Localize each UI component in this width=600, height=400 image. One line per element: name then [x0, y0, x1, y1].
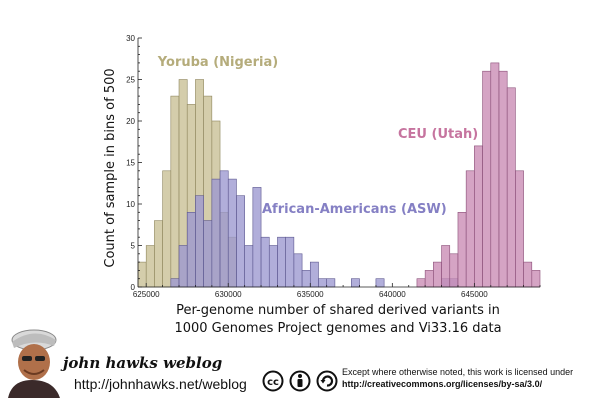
- bar-series-2-bin-10: [498, 70, 508, 288]
- cc-icon: cc: [262, 370, 284, 392]
- bar-series-1-bin-8: [236, 195, 245, 288]
- histogram-chart: 0 5 10 15 20 25 30 625000 630000 635000 640000 6450…: [103, 34, 541, 318]
- bar-series-1-bin-9: [244, 245, 254, 288]
- y-tick-label-1: 5: [131, 242, 136, 251]
- bar-series-2-bin-5: [457, 212, 467, 288]
- x-axis-label-line-2-wrap: 1000 Genomes Project genomes and Vi33.16…: [174, 321, 501, 336]
- bar-series-1-bin-6: [219, 170, 229, 288]
- y-tick-label-3: 15: [126, 159, 135, 168]
- bar-series-0-bin-1: [145, 245, 155, 288]
- blog-title: john hawks weblog: [63, 354, 223, 372]
- bar-series-1-bin-15: [293, 253, 303, 288]
- bar-series-2-bin-9: [490, 62, 500, 288]
- bar-series-1-bin-21: [375, 278, 385, 288]
- bar-series-2-bin-0: [416, 278, 426, 288]
- series-label-1: African-Americans (ASW): [262, 202, 447, 217]
- bar-series-2-bin-3: [441, 245, 451, 288]
- x-tick-label-0: 625000: [133, 290, 160, 299]
- bar-series-1-bin-14: [285, 236, 295, 288]
- series-labels-layer: Yoruba (Nigeria) African-Americans (ASW) C…: [157, 55, 478, 217]
- bar-series-2-bin-2: [433, 261, 442, 288]
- bar-series-2-bin-12: [515, 170, 524, 288]
- bar-series-1-bin-18: [318, 278, 327, 288]
- bar-series-1-bin-17: [309, 261, 319, 288]
- y-tick-label-5: 25: [126, 76, 135, 85]
- bar-series-0-bin-0: [137, 261, 147, 288]
- bar-series-1-bin-16: [301, 270, 311, 288]
- share-alike-icon: [316, 370, 338, 392]
- bar-series-2-bin-4: [449, 253, 459, 288]
- bar-series-1-bin-11: [260, 236, 270, 288]
- y-tick-label-6: 30: [126, 34, 135, 43]
- bar-series-0-bin-3: [162, 170, 172, 288]
- bar-series-2-bin-6: [465, 170, 475, 288]
- bar-series-2-bin-1: [424, 270, 434, 288]
- bar-series-2-bin-13: [523, 261, 533, 288]
- bars-layer: [137, 62, 541, 288]
- creative-commons-icons: cc: [262, 370, 338, 392]
- bar-series-1-bin-20: [351, 278, 360, 288]
- bar-series-1-bin-7: [227, 178, 237, 288]
- bar-series-1-bin-10: [252, 187, 262, 288]
- y-tick-label-0: 0: [131, 283, 136, 292]
- license-line: Except where otherwise noted, this work …: [342, 367, 574, 377]
- series-label-2: CEU (Utah): [398, 127, 478, 142]
- x-tick-label-2: 635000: [297, 290, 324, 299]
- footer: john hawks weblog http://johnhawks.net/w…: [0, 318, 600, 400]
- y-tick-label-2: 10: [126, 200, 135, 209]
- x-axis-label-line-2: 1000 Genomes Project genomes and Vi33.16…: [174, 321, 501, 336]
- bar-series-0-bin-2: [154, 220, 163, 288]
- x-tick-label-4: 645000: [461, 290, 488, 299]
- bar-series-2-bin-11: [506, 87, 516, 288]
- y-axis-label: Count of sample in bins of 500: [103, 68, 118, 267]
- svg-text:cc: cc: [267, 377, 279, 388]
- bar-series-2-bin-8: [482, 70, 492, 288]
- blog-url-link[interactable]: http://johnhawks.net/weblog: [74, 376, 247, 392]
- series-label-0: Yoruba (Nigeria): [157, 55, 278, 70]
- bar-series-1-bin-4: [203, 220, 213, 288]
- x-axis-label-line-1: Per-genome number of shared derived vari…: [176, 303, 500, 318]
- author-avatar: [8, 329, 60, 398]
- attribution-icon: [289, 370, 311, 392]
- bar-series-2-bin-14: [531, 270, 541, 288]
- x-tick-label-1: 630000: [215, 290, 242, 299]
- axes-layer: 0 5 10 15 20 25 30 625000 630000 635000 640000 6450…: [126, 34, 541, 299]
- bar-series-1-bin-19: [326, 278, 336, 288]
- bar-series-1-bin-2: [186, 212, 196, 288]
- y-tick-label-4: 20: [126, 117, 135, 126]
- bar-series-1-bin-12: [268, 245, 278, 288]
- bar-series-2-bin-7: [474, 145, 483, 288]
- license-link[interactable]: http://creativecommons.org/licenses/by-s…: [342, 379, 543, 389]
- bar-series-1-bin-3: [195, 195, 204, 288]
- bar-series-1-bin-5: [211, 178, 221, 288]
- bar-series-1-bin-1: [178, 245, 188, 288]
- license-text: Except where otherwise noted, this work …: [342, 366, 573, 390]
- bar-series-1-bin-13: [277, 236, 286, 288]
- bar-series-1-bin-0: [170, 278, 180, 288]
- x-tick-label-3: 640000: [379, 290, 406, 299]
- bar-series-0-bin-4: [170, 95, 180, 288]
